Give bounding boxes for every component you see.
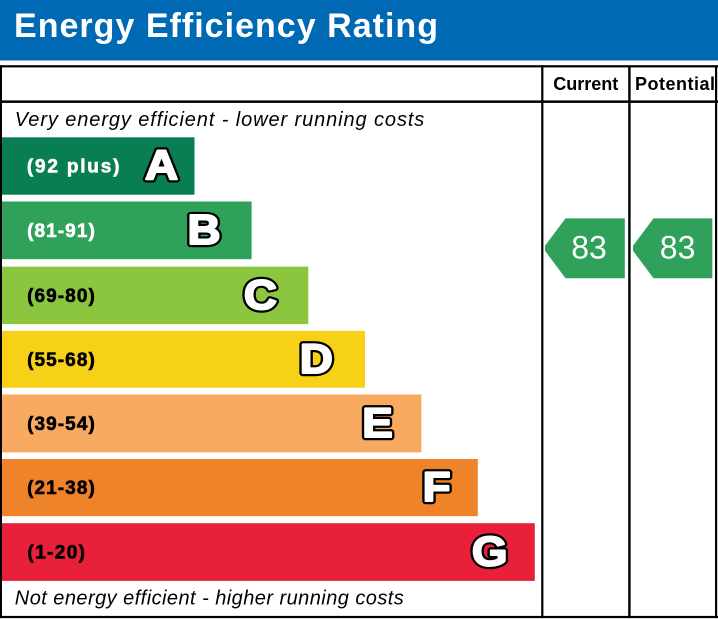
svg-text:83: 83 xyxy=(571,229,607,265)
svg-text:C: C xyxy=(244,272,277,319)
svg-text:(81-91): (81-91) xyxy=(27,221,95,242)
svg-text:(1-20): (1-20) xyxy=(27,543,85,564)
svg-text:(55-68): (55-68) xyxy=(27,350,95,371)
svg-text:D: D xyxy=(300,336,333,383)
svg-text:C: C xyxy=(244,272,277,319)
svg-text:(39-54): (39-54) xyxy=(27,414,95,435)
svg-text:(92 plus): (92 plus) xyxy=(27,157,120,178)
svg-text:B: B xyxy=(187,207,220,254)
svg-text:E: E xyxy=(362,400,393,447)
svg-text:(21-38): (21-38) xyxy=(27,478,95,499)
svg-text:G: G xyxy=(472,528,508,575)
svg-text:A: A xyxy=(145,142,178,189)
svg-text:B: B xyxy=(187,207,220,254)
svg-text:E: E xyxy=(362,400,393,447)
svg-text:Potential: Potential xyxy=(635,74,715,94)
svg-text:F: F xyxy=(423,464,451,511)
svg-text:Very energy efficient - lower: Very energy efficient - lower running co… xyxy=(15,109,425,131)
svg-text:Current: Current xyxy=(553,74,618,94)
svg-text:(69-80): (69-80) xyxy=(27,286,95,307)
svg-text:Not energy efficient - higher: Not energy efficient - higher running co… xyxy=(15,587,404,609)
svg-text:G: G xyxy=(472,528,508,575)
svg-text:Energy Efficiency Rating: Energy Efficiency Rating xyxy=(14,7,438,45)
svg-text:D: D xyxy=(300,336,333,383)
svg-text:F: F xyxy=(423,464,451,511)
svg-text:83: 83 xyxy=(660,229,696,265)
svg-text:A: A xyxy=(145,142,178,189)
